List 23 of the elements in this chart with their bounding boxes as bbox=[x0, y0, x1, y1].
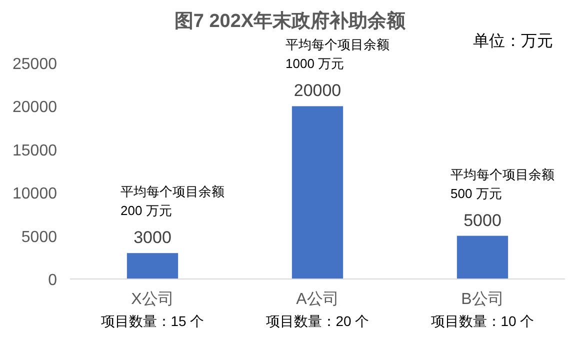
annotation: 平均每个项目余额 500 万元 bbox=[450, 166, 554, 201]
y-tick-label: 25000 bbox=[12, 56, 58, 73]
y-tick-label: 15000 bbox=[12, 142, 58, 160]
x-tick-label: A公司 bbox=[296, 291, 339, 308]
y-tick-label: 0 bbox=[48, 272, 58, 289]
annotation: 平均每个项目余额 1000 万元 bbox=[286, 37, 390, 72]
bar bbox=[292, 106, 344, 279]
x-tick-label: B公司 bbox=[461, 291, 504, 308]
y-tick-label: 10000 bbox=[12, 186, 58, 203]
x-tick-label: X公司 bbox=[131, 291, 174, 308]
data-label: 5000 bbox=[464, 210, 502, 230]
y-tick-label: 20000 bbox=[12, 99, 58, 116]
text: 项目数量：15 个 bbox=[100, 313, 204, 329]
annotation: 平均每个项目余额 200 万元 bbox=[120, 184, 224, 218]
text: 项目数量：20 个 bbox=[266, 313, 370, 329]
y-tick-label: 5000 bbox=[21, 228, 58, 246]
chart-title: 图7 202X年末政府补助余额 bbox=[174, 10, 407, 32]
chart-subtitle: 单位：万元 bbox=[473, 32, 553, 50]
bar bbox=[456, 236, 508, 279]
text: 项目数量：10 个 bbox=[430, 313, 534, 329]
data-label: 20000 bbox=[294, 81, 342, 100]
bar bbox=[126, 253, 178, 279]
data-label: 3000 bbox=[134, 228, 172, 248]
